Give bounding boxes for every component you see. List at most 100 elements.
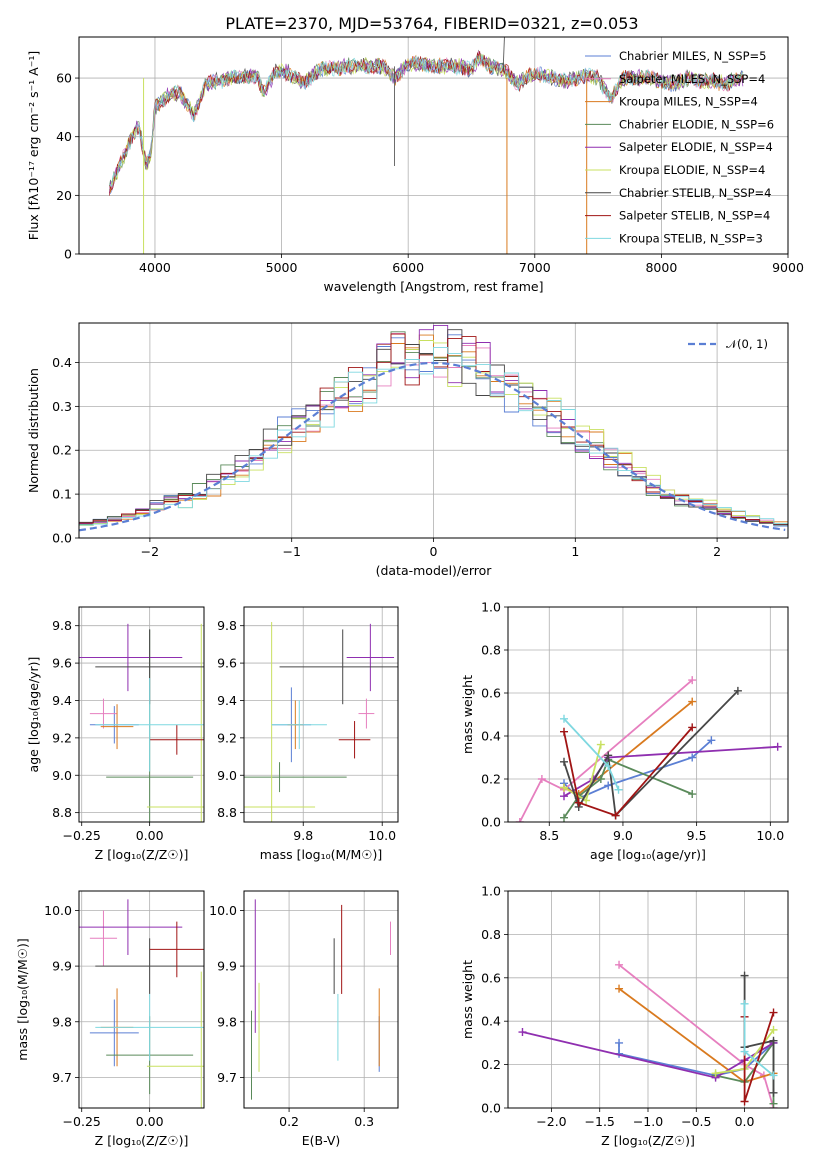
weight-marker bbox=[596, 775, 605, 783]
axes-frame bbox=[243, 890, 399, 1109]
error-point-6 bbox=[95, 938, 204, 994]
spectrum-line-8 bbox=[109, 54, 744, 188]
x-tick-label: 10.0 bbox=[368, 828, 396, 843]
x-tick-label: 9.5 bbox=[687, 828, 707, 843]
y-tick-label: 0.8 bbox=[481, 927, 501, 942]
panel-2: −0.25 0.00 8.8 9.0 9.2 9.4 9.6 9.8 Z [log₁₀(Z/Z☉… bbox=[26, 606, 205, 862]
weight-marker bbox=[740, 1047, 749, 1056]
y-tick-label: 9.7 bbox=[217, 1070, 237, 1085]
x-tick-label: 8.5 bbox=[539, 828, 559, 843]
x-axis-label: Z [log₁₀(Z/Z☉)] bbox=[95, 1133, 189, 1148]
y-tick-label: 0.2 bbox=[481, 1057, 501, 1072]
weight-marker bbox=[574, 798, 583, 807]
weight-line-1 bbox=[518, 679, 693, 822]
x-tick-label: 2 bbox=[713, 544, 721, 559]
weight-line-6 bbox=[563, 690, 739, 818]
weight-marker bbox=[769, 1036, 778, 1045]
y-tick-label: 0.0 bbox=[481, 815, 501, 830]
x-axis-label: (data-model)/error bbox=[376, 563, 493, 578]
x-tick-label: 9000 bbox=[772, 260, 804, 275]
legend-normal: 𝒩(0, 1) bbox=[688, 337, 768, 351]
y-tick-label: 0.2 bbox=[481, 772, 501, 787]
x-tick-label: 0 bbox=[430, 544, 438, 559]
axes-frame bbox=[78, 322, 789, 539]
weight-marker bbox=[740, 999, 749, 1008]
error-point-1 bbox=[89, 910, 118, 967]
y-tick-label: 1.0 bbox=[481, 600, 501, 615]
y-tick-label: 9.2 bbox=[217, 730, 237, 745]
legend-entry-1: Salpeter MILES, N_SSP=4 bbox=[619, 72, 765, 86]
y-axis-label: Flux [fλ10⁻¹⁷ erg cm⁻² s⁻¹ A⁻¹] bbox=[26, 51, 41, 240]
weight-marker bbox=[515, 818, 524, 822]
y-tick-label: 10.0 bbox=[44, 903, 72, 918]
y-tick-label: 0.4 bbox=[481, 729, 501, 744]
weight-marker bbox=[707, 736, 716, 745]
weight-marker bbox=[604, 762, 613, 771]
x-tick-label: 7000 bbox=[519, 260, 551, 275]
error-point-5 bbox=[146, 971, 204, 1108]
weight-marker bbox=[688, 723, 697, 732]
y-tick-label: 9.6 bbox=[52, 656, 72, 671]
axes-frame bbox=[507, 890, 789, 1109]
histogram-step-5 bbox=[79, 340, 788, 526]
weight-marker bbox=[518, 1028, 527, 1037]
legend-entry-6: Chabrier STELIB, N_SSP=4 bbox=[619, 186, 771, 200]
y-tick-label: 60 bbox=[56, 71, 72, 86]
y-axis-label: mass weight bbox=[460, 675, 475, 754]
panel-1: −2 −1 0 1 2 0.0 0.1 0.2 0.3 0.4 (data-model)/error… bbox=[26, 322, 789, 578]
x-axis-label: E(B-V) bbox=[302, 1133, 341, 1148]
y-tick-label: 9.9 bbox=[52, 959, 72, 974]
y-tick-label: 0.6 bbox=[481, 686, 501, 701]
weight-marker bbox=[615, 960, 624, 969]
y-tick-label: 40 bbox=[56, 129, 72, 144]
y-tick-label: 9.0 bbox=[52, 768, 72, 783]
y-tick-label: 9.7 bbox=[52, 1070, 72, 1085]
y-tick-label: 0.4 bbox=[481, 1014, 501, 1029]
error-point-4 bbox=[346, 623, 395, 692]
y-tick-label: 8.8 bbox=[217, 805, 237, 820]
weight-marker bbox=[615, 984, 624, 993]
x-tick-label: 8000 bbox=[645, 260, 677, 275]
y-tick-label: 0.4 bbox=[52, 355, 72, 370]
legend-entry-normal: 𝒩(0, 1) bbox=[726, 337, 768, 351]
y-axis-label: mass [log₁₀(M/M☉)] bbox=[15, 938, 30, 1060]
x-tick-label: 4000 bbox=[139, 260, 171, 275]
plot-area bbox=[79, 899, 204, 1108]
weight-marker bbox=[688, 697, 697, 706]
plot-area bbox=[515, 676, 782, 822]
panel-4: 8.5 9.0 9.5 10.0 0.0 0.2 0.4 0.6 0.8 1.0 age [log₁… bbox=[460, 600, 789, 862]
x-tick-label: 0.00 bbox=[136, 1114, 164, 1129]
y-tick-label: 9.8 bbox=[217, 1014, 237, 1029]
weight-marker bbox=[773, 742, 782, 751]
x-tick-label: 0.00 bbox=[136, 828, 164, 843]
x-tick-label: −1.5 bbox=[585, 1114, 615, 1129]
y-tick-label: 9.2 bbox=[52, 730, 72, 745]
histogram-step-2 bbox=[79, 334, 788, 525]
error-point-7 bbox=[149, 724, 204, 755]
weight-line-4 bbox=[522, 1031, 774, 1079]
weight-marker bbox=[560, 792, 568, 801]
weight-marker bbox=[560, 714, 568, 723]
error-point-5 bbox=[244, 621, 316, 822]
x-tick-label: −0.25 bbox=[63, 828, 101, 843]
x-tick-label: −2 bbox=[141, 544, 159, 559]
weight-marker bbox=[688, 676, 697, 685]
y-tick-label: 1.0 bbox=[481, 884, 501, 899]
weight-marker bbox=[604, 751, 613, 760]
weight-marker bbox=[688, 790, 697, 799]
x-tick-label: 9.8 bbox=[293, 828, 313, 843]
x-tick-label: −1.0 bbox=[633, 1114, 663, 1129]
panel-7: −2.0 −1.5 −1.0 −0.5 0.0 0.0 0.2 0.4 0.6 0.8 1.0 Z [… bbox=[460, 884, 789, 1148]
x-axis-label: wavelength [Angstrom, rest frame] bbox=[323, 279, 543, 294]
weight-marker bbox=[560, 727, 568, 736]
weight-marker bbox=[688, 753, 697, 762]
axes-frame bbox=[78, 606, 205, 823]
error-point-1 bbox=[358, 698, 375, 729]
x-tick-label: −0.5 bbox=[681, 1114, 711, 1129]
x-tick-label: 5000 bbox=[266, 260, 298, 275]
y-tick-label: 9.8 bbox=[52, 1014, 72, 1029]
weight-marker bbox=[604, 781, 613, 790]
error-point-8 bbox=[95, 678, 204, 772]
panel-3: 9.8 10.0 8.8 9.0 9.2 9.4 9.6 9.8 mass [log₁₀(M/M… bbox=[217, 606, 399, 862]
